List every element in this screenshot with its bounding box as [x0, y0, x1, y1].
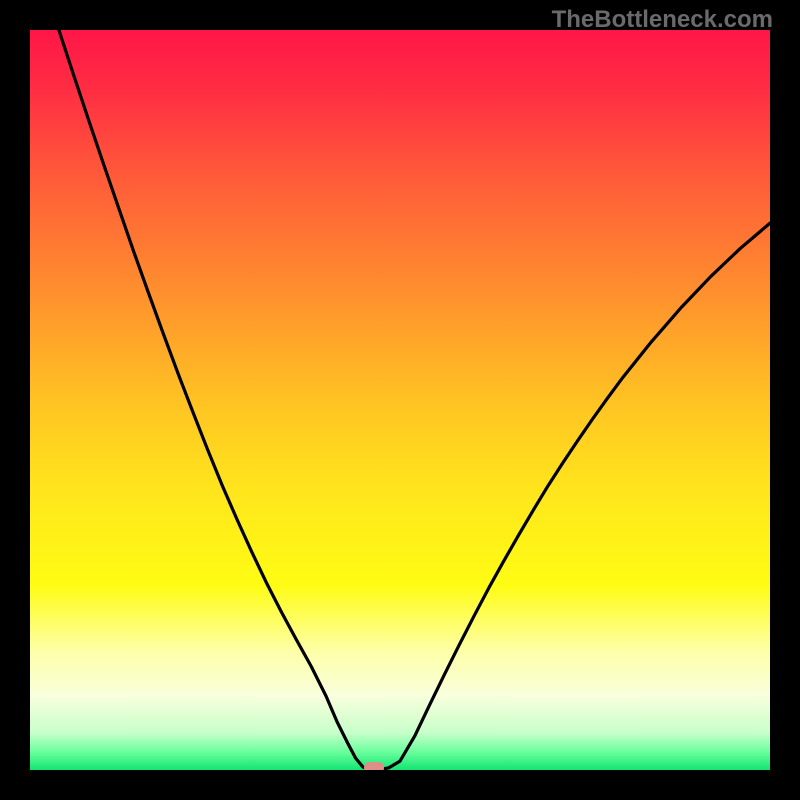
curve-layer — [30, 30, 770, 770]
watermark: TheBottleneck.com — [552, 6, 773, 34]
optimal-point-marker — [364, 762, 384, 770]
bottleneck-curve — [30, 30, 770, 770]
stage: TheBottleneck.com — [0, 0, 800, 800]
bottleneck-chart — [30, 30, 770, 770]
